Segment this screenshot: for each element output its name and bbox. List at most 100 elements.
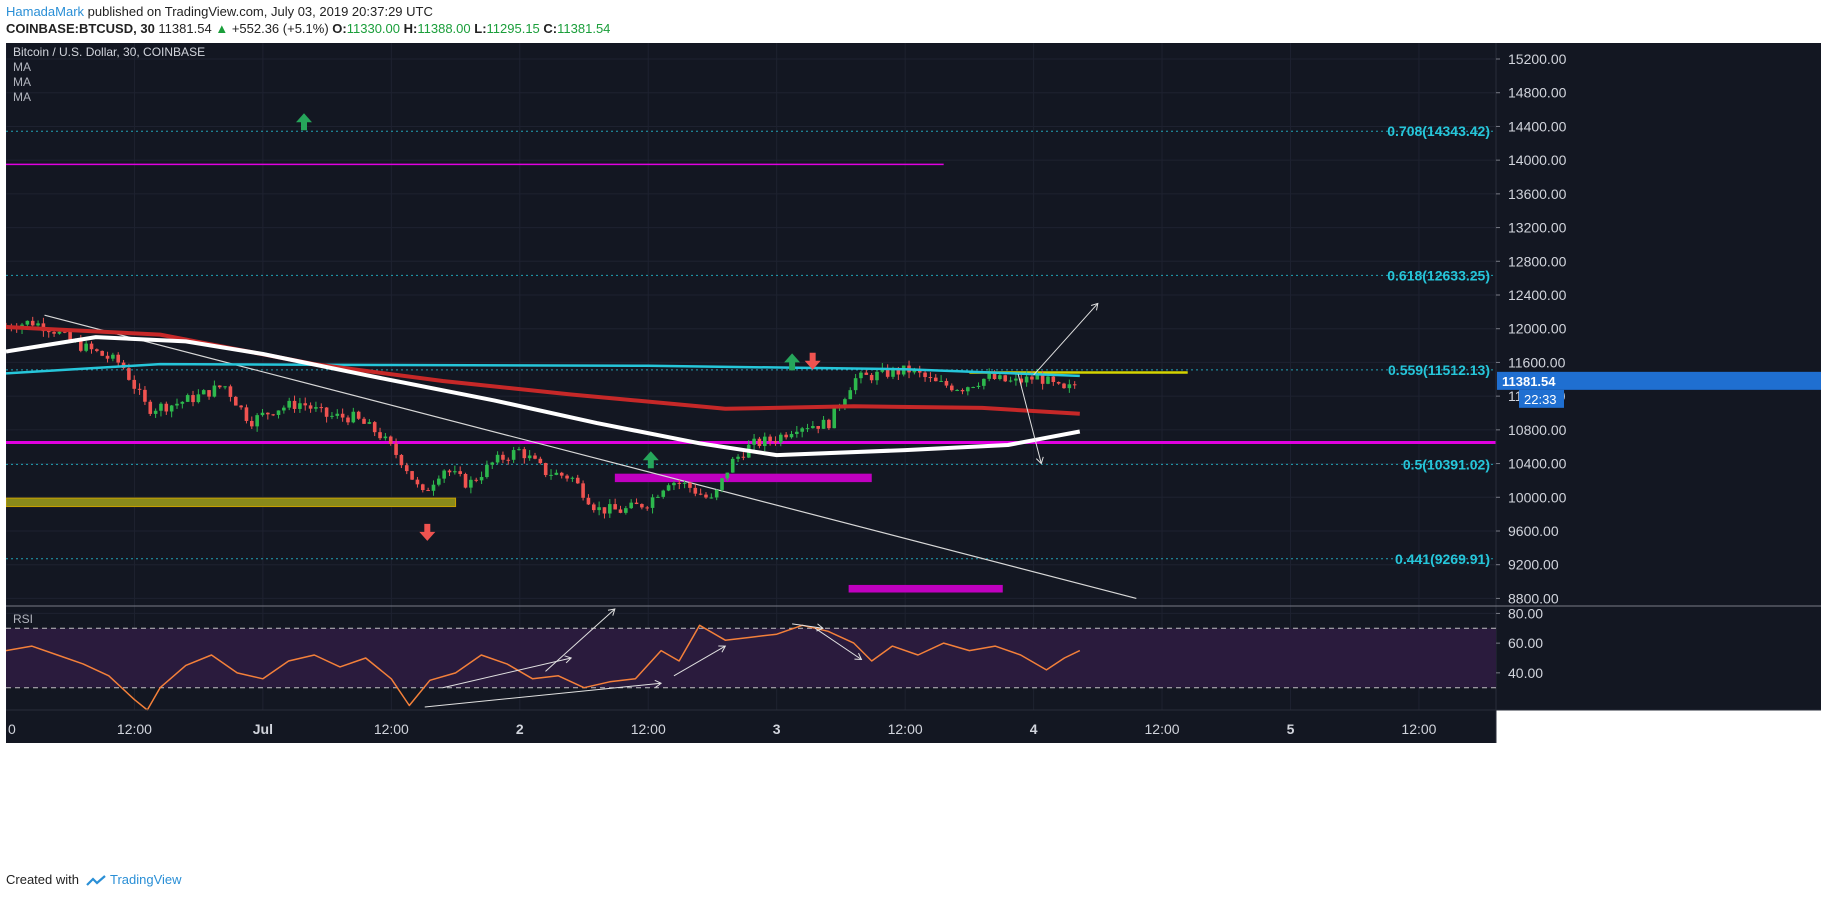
price-tick-label: 12000.00 — [1508, 321, 1567, 337]
candle-body — [431, 484, 436, 491]
candle-body — [196, 394, 201, 403]
candle-body — [495, 454, 500, 463]
candle-body — [437, 478, 441, 485]
rsi-tick-label: 80.00 — [1508, 605, 1543, 621]
candle-body — [100, 350, 104, 356]
candle-body — [570, 477, 575, 479]
candle-body — [517, 449, 521, 451]
candle-body — [474, 479, 479, 481]
candle-body — [506, 459, 511, 461]
candle-body — [928, 377, 933, 379]
candle-body — [25, 320, 30, 325]
price-chart[interactable]: 0.708(14343.42) 0.618(12633.25) 0.559(1151… — [6, 43, 1821, 866]
candle-body — [939, 380, 943, 382]
candle-body — [447, 470, 452, 473]
candle-body — [207, 390, 211, 397]
candle-body — [848, 390, 853, 400]
magenta-zone — [848, 584, 1003, 593]
candle-body — [276, 410, 281, 415]
candle-body — [1024, 376, 1029, 383]
candle-body — [543, 463, 548, 476]
candle-body — [1051, 376, 1056, 382]
price-tick-label: 14000.00 — [1508, 152, 1567, 168]
candle-body — [335, 413, 340, 416]
rsi-drawing-head — [607, 608, 616, 616]
rsi-drawing — [673, 645, 726, 677]
projection-arrow-head — [1090, 302, 1099, 311]
candle-body — [180, 401, 185, 404]
rsi-tick-label: 60.00 — [1508, 635, 1543, 651]
up-arrow-icon — [642, 451, 659, 469]
candle-body — [581, 483, 585, 498]
candle-body — [896, 368, 901, 375]
candle-body — [143, 389, 147, 402]
candle-body — [949, 385, 954, 391]
candle-body — [346, 417, 350, 423]
candle-body — [677, 482, 682, 484]
candle-body — [1008, 380, 1013, 382]
candle-body — [773, 441, 778, 443]
candle-body — [410, 471, 414, 480]
candle-body — [169, 405, 174, 412]
footer: Created with TradingView — [6, 872, 182, 887]
candle-body — [68, 331, 72, 341]
publish-text: published on TradingView.com, July 03, 2… — [87, 4, 433, 19]
rsi-drawing — [424, 682, 662, 708]
magenta-zone — [614, 473, 872, 483]
time-tick-label: 4 — [1030, 721, 1038, 737]
candle-body — [46, 331, 51, 333]
candle-body — [1019, 378, 1024, 383]
candle-body — [36, 323, 40, 326]
candle-body — [827, 419, 831, 429]
price-tick-label: 10400.00 — [1508, 456, 1567, 472]
candle-body — [1072, 384, 1077, 386]
time-tick-label: 12:00 — [374, 721, 409, 737]
author-link[interactable]: HamadaMark — [6, 4, 85, 19]
candle-body — [693, 487, 698, 494]
last-price: 11381.54 — [158, 21, 212, 36]
price-tick-label: 11600.00 — [1508, 354, 1566, 370]
current-price-badge — [1497, 371, 1821, 390]
descending-trendline — [44, 314, 1137, 599]
price-tick-label: 10000.00 — [1508, 489, 1567, 505]
candle-body — [559, 472, 564, 476]
price-tick-label: 8800.00 — [1508, 590, 1559, 606]
candle-body — [538, 458, 543, 464]
candle-body — [832, 407, 837, 429]
candle-body — [661, 490, 666, 497]
candle-body — [62, 331, 67, 333]
time-tick-label: 0 — [8, 721, 16, 737]
up-arrow-icon — [784, 353, 801, 371]
candle-body — [966, 387, 970, 392]
rsi-drawing — [814, 627, 862, 660]
candle-body — [308, 405, 313, 409]
time-axis-background — [6, 710, 1496, 743]
candle-body — [885, 368, 890, 377]
time-tick-label: 5 — [1287, 721, 1295, 737]
candle-body — [650, 497, 655, 508]
moving-average-white — [6, 335, 1081, 458]
candle-body — [613, 504, 617, 510]
candle-body — [105, 355, 110, 359]
created-with-text: Created with — [6, 872, 79, 887]
candle-body — [137, 388, 142, 390]
candle-body — [511, 450, 516, 460]
candle-body — [843, 399, 847, 408]
candle-body — [933, 377, 938, 382]
candle-body — [971, 386, 975, 388]
candle-body — [303, 403, 308, 406]
candle-body — [239, 405, 243, 408]
candle-body — [30, 320, 35, 326]
candle-body — [757, 438, 762, 447]
time-tick-label: 3 — [773, 721, 781, 737]
tradingview-link[interactable]: TradingView — [110, 872, 182, 887]
candle-body — [853, 378, 858, 391]
candle-body — [992, 373, 997, 379]
price-tick-label: 12400.00 — [1508, 287, 1567, 303]
candle-body — [645, 507, 650, 509]
candle-body — [201, 390, 206, 395]
candle-body — [249, 420, 254, 427]
candle-body — [52, 332, 56, 334]
candle-body — [453, 471, 457, 473]
candle-body — [741, 456, 746, 458]
